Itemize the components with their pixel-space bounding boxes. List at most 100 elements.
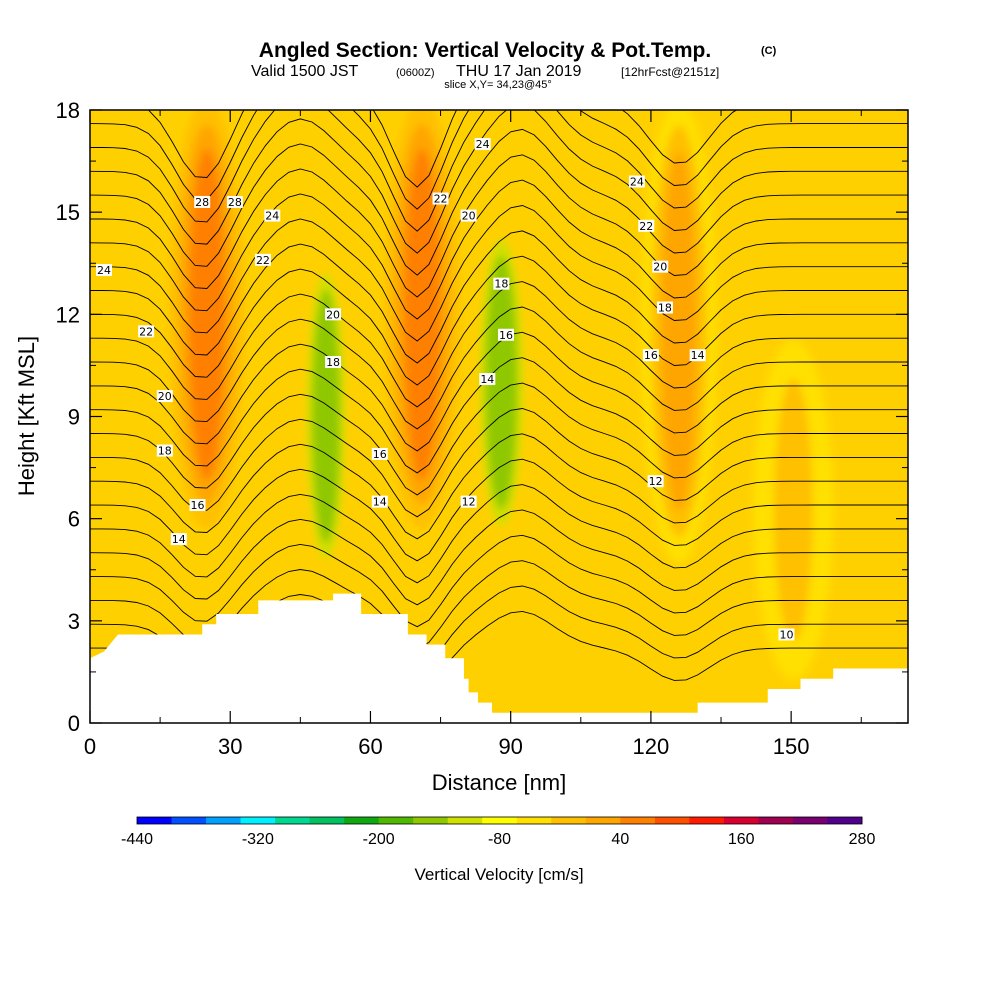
contour-label-box	[138, 325, 155, 338]
velocity-cell-2-3	[403, 148, 440, 480]
contour-label: 16	[191, 499, 205, 512]
contour-label-box	[647, 475, 664, 488]
valid-utc: (0600Z)	[396, 67, 435, 79]
colorbar-swatch	[240, 817, 276, 824]
theta-contour-line	[90, 433, 908, 540]
colorbar-swatch	[689, 817, 725, 824]
colorbar-swatch	[344, 817, 380, 824]
contour-label-box	[194, 195, 211, 208]
colorbar-swatch	[378, 817, 414, 824]
valid-time: Valid 1500 JST	[251, 63, 359, 80]
contour-label: 14	[373, 496, 387, 509]
theta-contour-line	[90, 534, 908, 628]
contour-label: 16	[644, 349, 658, 362]
terrain	[90, 593, 908, 723]
contour-label: 18	[326, 356, 340, 369]
theta-contour-line	[90, 110, 908, 210]
x-tick-label: 60	[358, 734, 382, 759]
colorbar-tick-label: -440	[121, 831, 153, 848]
contour-label: 24	[476, 138, 490, 151]
contour-label-box	[460, 209, 477, 222]
x-tick-label: 150	[773, 734, 810, 759]
theta-contours	[90, 110, 908, 694]
contour-label-box	[432, 192, 449, 205]
colorbar-swatch	[206, 817, 242, 824]
theta-contour-line	[90, 255, 908, 386]
contour-label-box	[96, 264, 113, 277]
colorbar-tick-label: 280	[849, 831, 876, 848]
colorbar-swatch	[447, 817, 483, 824]
velocity-cell-6-2	[312, 289, 340, 544]
contour-label: 20	[326, 308, 340, 321]
x-tick-label: 90	[498, 734, 522, 759]
colorbar-swatch	[516, 817, 552, 824]
theta-contour-line	[90, 484, 908, 584]
theta-contour-line	[90, 154, 908, 298]
x-tick-label: 0	[84, 734, 96, 759]
theta-contour-line	[90, 306, 908, 430]
velocity-cell-3-3	[660, 152, 697, 511]
contour-label-box	[656, 301, 673, 314]
contour-label: 14	[480, 373, 494, 386]
contour-label-box	[325, 308, 342, 321]
contour-label: 24	[97, 264, 111, 277]
contour-label: 28	[195, 196, 209, 209]
y-tick-label: 0	[68, 711, 80, 736]
colorbar-swatch	[137, 817, 173, 824]
contour-label: 12	[462, 496, 476, 509]
theta-contour-line	[90, 110, 908, 254]
y-axis-label: Height [Kft MSL]	[14, 336, 39, 496]
colorbar-swatch	[482, 817, 518, 824]
theta-contour-line	[90, 128, 908, 276]
theta-contour-line	[90, 408, 908, 518]
theta-contour-line	[90, 458, 908, 562]
contour-label-box	[642, 349, 659, 362]
colorbar: -440 -320 -200 -80 40 160 280	[121, 816, 876, 848]
colorbar-swatch	[827, 817, 863, 824]
contour-label-box	[479, 373, 496, 386]
contour-label-box	[170, 533, 187, 546]
contour-label: 18	[158, 445, 172, 458]
colorbar-tick-label: 160	[728, 831, 755, 848]
contour-label-box	[498, 328, 515, 341]
contour-label-box	[226, 195, 243, 208]
contour-label: 14	[172, 533, 186, 546]
contour-label: 22	[139, 325, 153, 338]
contour-label: 22	[434, 193, 448, 206]
slice-info: slice X,Y= 34,23@45°	[444, 79, 552, 91]
colorbar-tick-label: 40	[611, 831, 629, 848]
colorbar-swatch	[620, 817, 656, 824]
y-tick-label: 18	[56, 98, 80, 123]
contour-label: 16	[373, 448, 387, 461]
y-tick-label: 9	[68, 405, 80, 430]
colorbar-swatch	[654, 817, 690, 824]
plot-area: 28 28 24 22 24 22 20 18 16 14 20 18 16 14 22 20 24 18 16 14…	[90, 110, 908, 723]
x-axis-label: Distance [nm]	[432, 770, 567, 795]
contour-label: 22	[256, 254, 270, 267]
contour-label: 22	[639, 220, 653, 233]
contour-label: 18	[494, 278, 508, 291]
contour-label-box	[254, 253, 271, 266]
valid-date: THU 17 Jan 2019	[456, 63, 582, 80]
theta-contour-line	[90, 509, 908, 606]
contour-label-box	[371, 495, 388, 508]
colorbar-swatch	[585, 817, 621, 824]
x-axis: 0 30 60 90 120 150	[84, 110, 862, 759]
contour-label-box	[371, 447, 388, 460]
y-tick-label: 3	[68, 609, 80, 634]
colorbar-title: Vertical Velocity [cm/s]	[414, 865, 583, 884]
theta-contour-line	[90, 382, 908, 496]
theta-contour-line	[90, 205, 908, 342]
colorbar-swatch	[792, 817, 828, 824]
colorbar-swatch	[723, 817, 759, 824]
chart-title: Angled Section: Vertical Velocity & Pot.…	[259, 39, 711, 62]
y-tick-label: 15	[56, 200, 80, 225]
contour-label: 20	[158, 390, 172, 403]
contour-label-box	[460, 495, 477, 508]
theta-contour-line	[90, 281, 908, 408]
contour-label: 12	[649, 475, 663, 488]
velocity-cell-1-3	[188, 148, 225, 480]
contour-label: 28	[228, 196, 242, 209]
theta-contour-line	[90, 110, 908, 232]
